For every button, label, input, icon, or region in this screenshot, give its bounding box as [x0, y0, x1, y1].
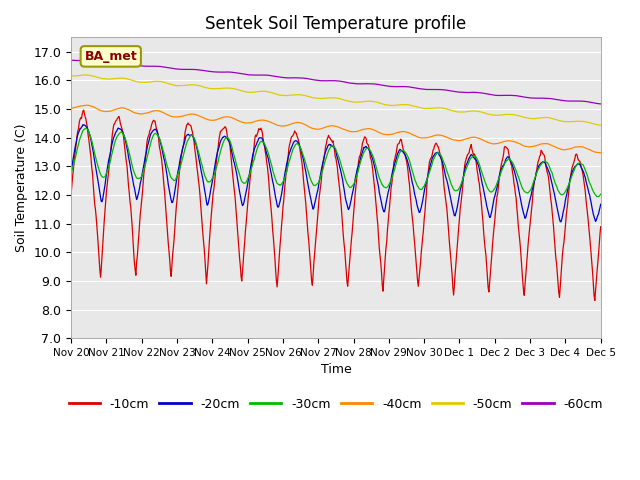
-60cm — [597, 101, 605, 107]
-10cm — [328, 139, 336, 145]
-30cm — [82, 126, 90, 132]
-10cm — [207, 217, 215, 223]
Title: Sentek Soil Temperature profile: Sentek Soil Temperature profile — [205, 15, 467, 33]
-20cm — [184, 132, 192, 137]
-50cm — [549, 116, 557, 121]
Y-axis label: Soil Temperature (C): Soil Temperature (C) — [15, 123, 28, 252]
-30cm — [595, 194, 602, 200]
-20cm — [597, 202, 605, 207]
-40cm — [380, 132, 388, 137]
-30cm — [67, 170, 75, 176]
-60cm — [328, 78, 335, 84]
-20cm — [328, 144, 336, 149]
-30cm — [184, 137, 192, 143]
Line: -10cm: -10cm — [71, 110, 601, 300]
-30cm — [380, 184, 388, 190]
-20cm — [207, 186, 215, 192]
-60cm — [67, 58, 75, 63]
-20cm — [380, 209, 388, 215]
-10cm — [184, 120, 192, 126]
-30cm — [549, 173, 557, 179]
-30cm — [328, 143, 336, 149]
-30cm — [207, 178, 215, 184]
-40cm — [432, 132, 440, 138]
-40cm — [67, 105, 75, 111]
-40cm — [328, 123, 336, 129]
Line: -30cm: -30cm — [71, 129, 601, 197]
-40cm — [207, 118, 215, 123]
-10cm — [380, 277, 388, 283]
-30cm — [432, 152, 440, 157]
-20cm — [549, 184, 557, 190]
-50cm — [432, 105, 440, 111]
-40cm — [549, 143, 557, 149]
-60cm — [184, 67, 191, 72]
-50cm — [597, 122, 605, 128]
-50cm — [184, 82, 192, 88]
-60cm — [379, 83, 387, 88]
-50cm — [328, 95, 336, 101]
Text: BA_met: BA_met — [84, 50, 137, 63]
-20cm — [432, 150, 440, 156]
-50cm — [380, 101, 388, 107]
-30cm — [597, 192, 605, 197]
-60cm — [431, 86, 439, 92]
-10cm — [67, 191, 75, 196]
-10cm — [591, 298, 598, 303]
-50cm — [67, 73, 75, 79]
Line: -60cm: -60cm — [71, 60, 601, 104]
-20cm — [79, 122, 87, 128]
X-axis label: Time: Time — [321, 363, 351, 376]
-10cm — [80, 107, 88, 113]
Line: -40cm: -40cm — [71, 105, 601, 153]
-10cm — [597, 224, 605, 229]
Legend: -10cm, -20cm, -30cm, -40cm, -50cm, -60cm: -10cm, -20cm, -30cm, -40cm, -50cm, -60cm — [63, 393, 608, 416]
Line: -50cm: -50cm — [71, 75, 601, 125]
-10cm — [432, 140, 440, 146]
-20cm — [557, 219, 565, 225]
-10cm — [549, 216, 557, 221]
-40cm — [597, 150, 605, 156]
-50cm — [82, 72, 90, 78]
-50cm — [596, 122, 604, 128]
-40cm — [83, 102, 90, 108]
-20cm — [67, 168, 75, 174]
-40cm — [184, 112, 192, 118]
-60cm — [548, 96, 556, 102]
Line: -20cm: -20cm — [71, 125, 601, 222]
-50cm — [207, 86, 215, 92]
-60cm — [206, 69, 214, 74]
